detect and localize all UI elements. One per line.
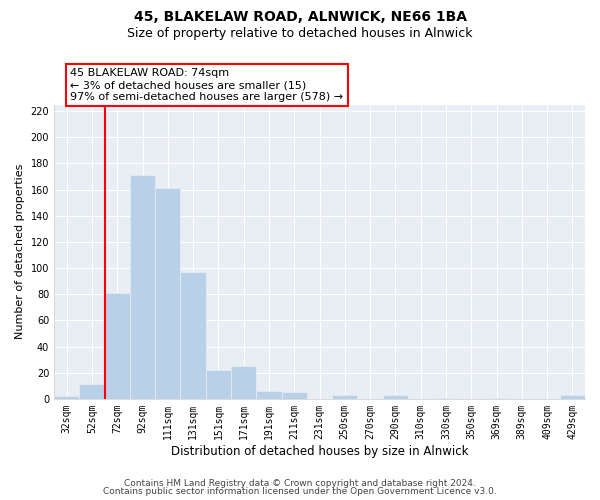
Bar	[104, 293, 130, 399]
Bar	[79, 384, 104, 399]
Y-axis label: Number of detached properties: Number of detached properties	[15, 164, 25, 340]
Bar	[433, 398, 458, 399]
Bar	[281, 392, 307, 399]
Bar	[383, 395, 408, 399]
Bar	[54, 396, 79, 399]
Bar	[206, 370, 231, 399]
Bar	[332, 395, 358, 399]
Bar	[130, 175, 155, 399]
Text: 45 BLAKELAW ROAD: 74sqm
← 3% of detached houses are smaller (15)
97% of semi-det: 45 BLAKELAW ROAD: 74sqm ← 3% of detached…	[70, 68, 343, 102]
Bar	[560, 395, 585, 399]
Text: 45, BLAKELAW ROAD, ALNWICK, NE66 1BA: 45, BLAKELAW ROAD, ALNWICK, NE66 1BA	[133, 10, 467, 24]
Bar	[484, 398, 509, 399]
Bar	[231, 366, 256, 399]
X-axis label: Distribution of detached houses by size in Alnwick: Distribution of detached houses by size …	[171, 444, 468, 458]
Bar	[181, 272, 206, 399]
Text: Size of property relative to detached houses in Alnwick: Size of property relative to detached ho…	[127, 28, 473, 40]
Text: Contains HM Land Registry data © Crown copyright and database right 2024.: Contains HM Land Registry data © Crown c…	[124, 478, 476, 488]
Bar	[256, 391, 281, 399]
Text: Contains public sector information licensed under the Open Government Licence v3: Contains public sector information licen…	[103, 487, 497, 496]
Bar	[155, 188, 181, 399]
